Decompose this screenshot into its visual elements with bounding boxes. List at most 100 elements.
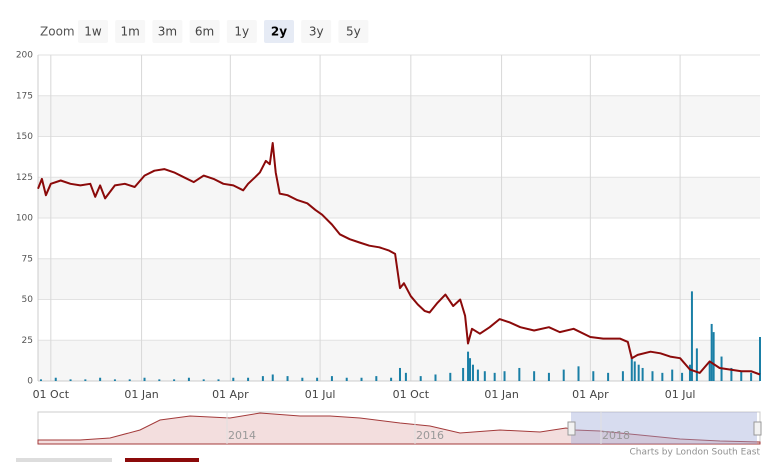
volume-bar <box>247 377 250 381</box>
volume-bar <box>467 351 470 381</box>
volume-bar <box>630 356 633 381</box>
y-tick-label: 125 <box>16 173 33 183</box>
volume-bar <box>128 379 131 381</box>
zoom-button-label[interactable]: 3y <box>309 25 324 39</box>
zoom-button[interactable] <box>226 20 257 43</box>
zoom-button[interactable] <box>78 20 108 43</box>
volume-bar <box>69 379 72 381</box>
volume-bar <box>577 366 580 381</box>
volume-bar <box>641 367 644 381</box>
zoom-button[interactable] <box>338 20 369 43</box>
volume-bar <box>633 361 636 381</box>
volume-bar <box>390 377 393 381</box>
navigator-label: 2014 <box>228 429 256 442</box>
volume-bar <box>533 371 536 381</box>
volume-bar <box>637 364 640 381</box>
zoom-button-label[interactable]: 3m <box>158 25 177 39</box>
tab-active[interactable] <box>125 458 199 462</box>
volume-bar <box>434 374 437 381</box>
y-tick-label: 100 <box>16 214 33 224</box>
volume-bar <box>143 377 146 381</box>
zoom-label: Zoom <box>40 25 75 39</box>
navigator-series <box>37 412 761 445</box>
volume-bar <box>330 376 333 381</box>
volume-bar <box>271 374 274 381</box>
plot-band <box>38 177 760 218</box>
volume-bar <box>688 364 691 381</box>
volume-bar <box>187 377 190 381</box>
volume-bar <box>419 376 422 381</box>
x-tick-label: 01 Oct <box>393 388 430 401</box>
volume-bar <box>113 379 116 381</box>
x-tick-label: 01 Apr <box>572 388 609 401</box>
zoom-button-label[interactable]: 1w <box>84 25 102 39</box>
zoom-button[interactable] <box>301 20 332 43</box>
x-tick-label: 01 Jan <box>124 388 158 401</box>
volume-bar <box>404 372 407 381</box>
x-tick-label: 01 Jul <box>665 388 696 401</box>
volume-bar <box>54 377 57 381</box>
volume-bar <box>759 336 761 381</box>
volume-bar <box>158 379 161 381</box>
volume-bar <box>173 379 176 381</box>
volume-bar <box>651 371 654 381</box>
navigator: 2014 2016 2018 <box>37 411 762 445</box>
zoom-button[interactable] <box>152 20 183 43</box>
zoom-button[interactable] <box>264 20 294 43</box>
navigator-label: 2016 <box>416 429 444 442</box>
volume-bar <box>217 379 220 381</box>
y-tick-label: 25 <box>22 336 33 346</box>
navigator-handle[interactable] <box>753 421 762 436</box>
zoom-button-label[interactable]: 6m <box>195 25 214 39</box>
x-tick-label: 01 Apr <box>212 388 249 401</box>
volume-bar <box>360 377 363 381</box>
volume-bar <box>730 367 733 381</box>
x-tick-label: 01 Oct <box>33 388 70 401</box>
volume-bar <box>671 369 674 381</box>
zoom-button-label[interactable]: 2y <box>271 25 287 39</box>
volume-bar <box>708 361 711 381</box>
x-tick-label: 01 Jan <box>484 388 518 401</box>
navigator-selection <box>571 412 757 444</box>
x-tick-label: 01 Jul <box>305 388 336 401</box>
volume-bar <box>375 376 378 381</box>
zoom-button-label[interactable]: 1m <box>121 25 140 39</box>
volume-bar <box>462 367 465 381</box>
volume-bar <box>712 332 715 381</box>
zoom-button-label[interactable]: 5y <box>346 25 361 39</box>
zoom-button-label[interactable]: 1y <box>234 25 249 39</box>
y-tick-label: 0 <box>27 377 33 387</box>
volume-bar <box>592 371 595 381</box>
volume-bar <box>476 369 479 381</box>
y-tick-label: 50 <box>22 295 34 305</box>
volume-bar <box>483 371 486 381</box>
volume-bar <box>286 376 289 381</box>
volume-bar <box>710 323 713 381</box>
price-line <box>37 142 761 376</box>
volume-bar <box>503 371 506 381</box>
volume-bar <box>661 372 664 381</box>
volume-bar <box>202 379 205 381</box>
volume-bar <box>695 348 698 381</box>
volume-bar <box>690 291 693 381</box>
navigator-handle[interactable] <box>567 421 576 436</box>
credits: Charts by London South East <box>630 448 761 458</box>
volume-bar <box>607 372 610 381</box>
tab[interactable] <box>16 458 112 462</box>
y-tick-label: 175 <box>16 91 33 101</box>
volume-bar <box>232 377 235 381</box>
volume-bar <box>316 377 319 381</box>
volume-bar <box>740 371 743 381</box>
zoom-button[interactable] <box>115 20 146 43</box>
navigator-label: 2018 <box>602 429 630 442</box>
zoom-button[interactable] <box>189 20 220 43</box>
volume-bar <box>261 376 264 381</box>
volume-bar <box>84 379 87 381</box>
volume-bar <box>547 372 550 381</box>
y-tick-label: 200 <box>16 51 33 61</box>
volume-bar <box>493 372 496 381</box>
volume-bar <box>562 369 565 381</box>
